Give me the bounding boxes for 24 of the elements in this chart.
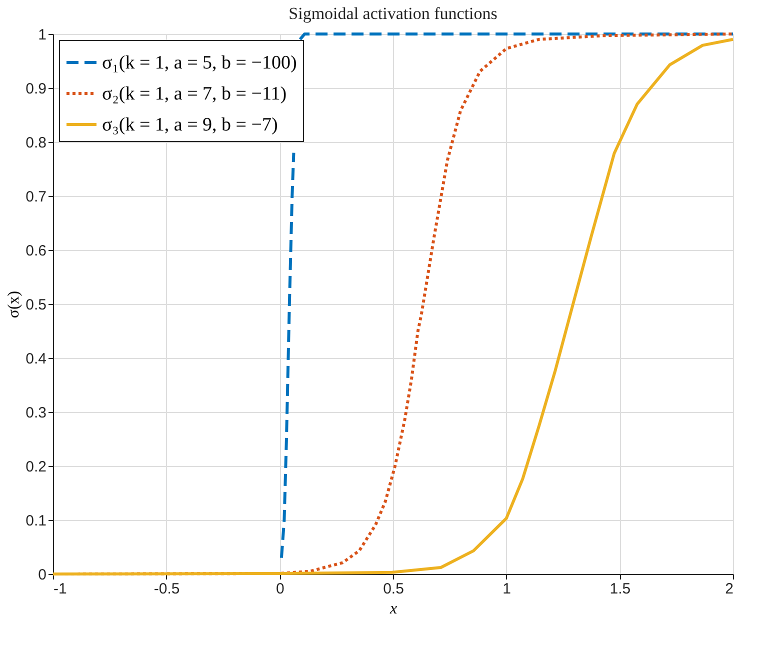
x-tick-label: -0.5	[154, 580, 180, 598]
x-axis-title: x	[388, 600, 398, 618]
y-tick-label: 0.2	[26, 458, 46, 476]
x-tick-label: 2	[725, 580, 734, 598]
x-tick-label: 0.5	[383, 580, 404, 598]
legend-label: σ₁(k = 1, a = 5, b = −100)	[102, 52, 297, 74]
y-tick-label: 0.9	[26, 80, 46, 98]
y-tick-label: 0.6	[26, 242, 46, 260]
legend-label: σ₃(k = 1, a = 9, b = −7)	[102, 114, 278, 136]
y-tick-label: 0	[38, 566, 46, 584]
y-tick-label: 0.1	[26, 512, 46, 530]
y-tick-label: 0.5	[26, 296, 46, 314]
legend-label: σ₂(k = 1, a = 7, b = −11)	[102, 84, 287, 104]
x-tick-label: 0	[276, 580, 284, 598]
x-tick-label: -1	[54, 580, 67, 598]
chart-title: Sigmoidal activation functions	[288, 4, 498, 23]
y-axis-title: σ(x)	[6, 290, 23, 318]
y-tick-label: 0.3	[26, 404, 46, 422]
x-tick-label: 1.5	[610, 580, 631, 598]
y-tick-label: 0.7	[26, 188, 46, 206]
y-tick-label: 0.8	[26, 134, 46, 152]
x-tick-label: 1	[502, 580, 512, 598]
y-tick-label: 1	[38, 26, 46, 44]
y-tick-label: 0.4	[26, 350, 46, 368]
